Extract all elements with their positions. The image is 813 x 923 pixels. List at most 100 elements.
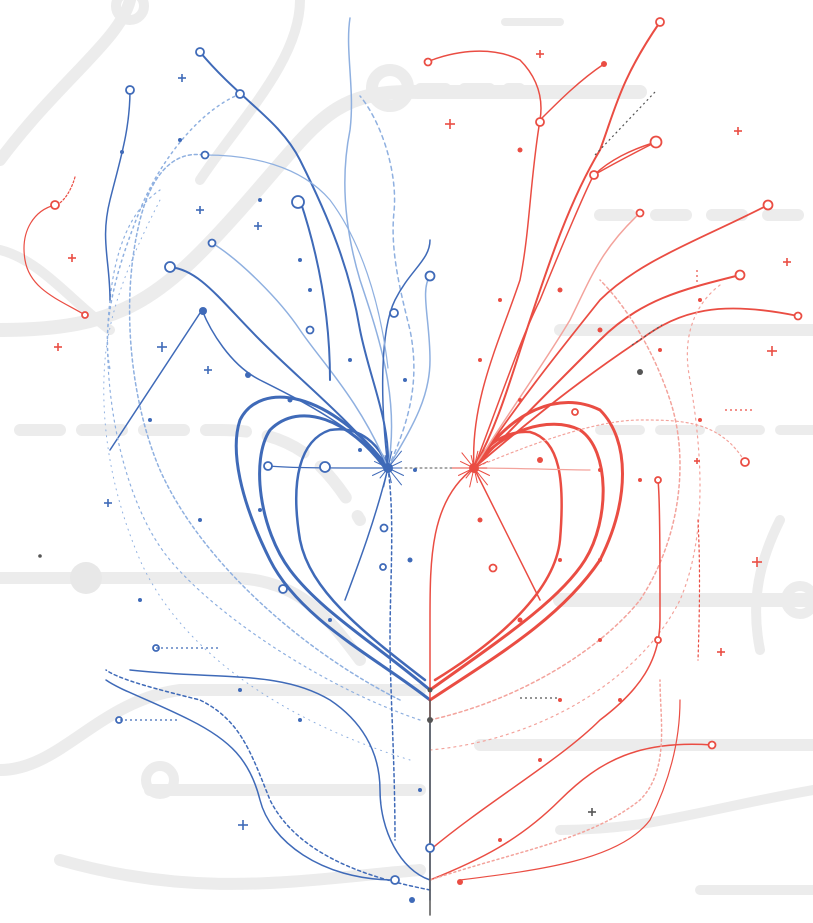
node-ring-icon <box>707 740 717 750</box>
bg-trace <box>0 684 426 776</box>
bg-trace <box>0 0 136 166</box>
blue-trace <box>344 467 389 601</box>
scattered-decorations <box>38 17 803 903</box>
junction-dot-icon <box>245 372 251 378</box>
hub-spoke <box>387 467 403 486</box>
node-ring-icon <box>423 57 433 67</box>
hub-spoke <box>375 452 389 469</box>
junction-dot-icon <box>138 598 142 602</box>
hub-spoke <box>465 467 475 479</box>
red-trace <box>473 419 746 469</box>
junction-dot-icon <box>517 617 523 623</box>
hub-spoke <box>473 450 489 469</box>
hub-spoke <box>379 467 389 479</box>
red-trace <box>473 141 657 469</box>
node-ring-icon <box>654 476 662 484</box>
hub-spoke <box>461 452 475 469</box>
node-ring-icon <box>379 563 387 571</box>
junction-dot-icon <box>198 518 202 522</box>
junction-dot-icon <box>418 788 422 792</box>
junction-dot-icon <box>298 718 302 722</box>
red-trace <box>473 467 591 471</box>
bg-trace <box>14 424 366 526</box>
junction-dot-icon <box>558 698 562 702</box>
junction-dot-icon <box>637 369 643 375</box>
junction-dot-icon <box>287 397 293 403</box>
red-trace <box>473 307 799 469</box>
junction-dot-icon <box>598 558 602 562</box>
hub-spoke <box>470 455 475 469</box>
plus-icon <box>178 74 186 82</box>
right-heart-half <box>23 21 799 881</box>
junction-dot-icon <box>413 468 417 472</box>
node-ring-icon <box>793 311 803 321</box>
hub-spoke <box>371 467 389 477</box>
node-ring-icon <box>740 457 750 467</box>
blue-trace <box>204 154 389 369</box>
node-ring-icon <box>125 85 135 95</box>
node-ring-icon <box>488 563 498 573</box>
blue-trace <box>344 17 393 469</box>
bg-trace <box>751 515 785 655</box>
hub-spoke <box>459 460 475 469</box>
blue-trace <box>104 89 131 301</box>
red-trace <box>459 699 681 881</box>
junction-dot-icon <box>258 198 262 202</box>
node-ring-icon <box>424 270 436 282</box>
bg-node <box>366 64 414 112</box>
blue-trace <box>106 189 421 721</box>
bg-node <box>111 0 149 25</box>
junction-dot-icon <box>517 147 523 153</box>
plus-icon <box>752 557 762 567</box>
blue-trace <box>387 275 431 469</box>
node-ring-icon <box>305 325 315 335</box>
blue-trace <box>199 51 390 469</box>
junction-dot-icon <box>148 418 152 422</box>
bg-node <box>781 581 813 619</box>
plus-icon <box>254 222 262 230</box>
blue-trace <box>169 266 389 469</box>
junction-dot-icon <box>597 327 603 333</box>
plus-icon <box>196 206 204 214</box>
blue-trace <box>258 414 432 692</box>
red-trace <box>539 63 605 121</box>
plus-icon <box>445 119 455 129</box>
junction-dot-icon <box>698 298 702 302</box>
red-trace <box>428 401 624 702</box>
junction-dot-icon <box>601 61 607 67</box>
junction-dot-icon <box>598 638 602 642</box>
red-trace <box>429 479 661 851</box>
blue-trace <box>105 669 431 891</box>
junction-dot-icon <box>598 468 602 472</box>
hub-spoke <box>387 450 393 469</box>
node-ring-icon <box>81 311 89 319</box>
junction-dot-icon <box>518 398 522 402</box>
junction-dot-icon <box>199 307 207 315</box>
plus-icon <box>204 366 212 374</box>
red-trace <box>473 21 661 469</box>
dashed-segment <box>631 324 663 346</box>
junction-dot-icon <box>403 378 407 382</box>
bg-node <box>70 562 102 594</box>
plus-icon <box>104 499 112 507</box>
hub-spoke <box>373 460 389 469</box>
node-ring-icon <box>389 308 399 318</box>
red-trace <box>23 204 86 316</box>
blue-trace <box>103 199 411 761</box>
plus-icon <box>54 343 62 351</box>
junction-dot-icon <box>38 554 42 558</box>
blue-trace <box>387 467 396 841</box>
plus-icon <box>68 254 76 262</box>
junction-dot-icon <box>328 618 332 622</box>
red-trace <box>473 204 769 469</box>
background-circuit-traces <box>0 0 813 895</box>
blue-trace <box>211 242 389 469</box>
junction-dot-icon <box>558 558 562 562</box>
junction-dot-icon <box>348 358 352 362</box>
hub-spoke <box>387 467 405 477</box>
hub-spoke <box>387 467 392 484</box>
node-ring-icon <box>390 875 400 885</box>
bg-trace <box>195 0 305 185</box>
plus-icon <box>694 458 700 464</box>
